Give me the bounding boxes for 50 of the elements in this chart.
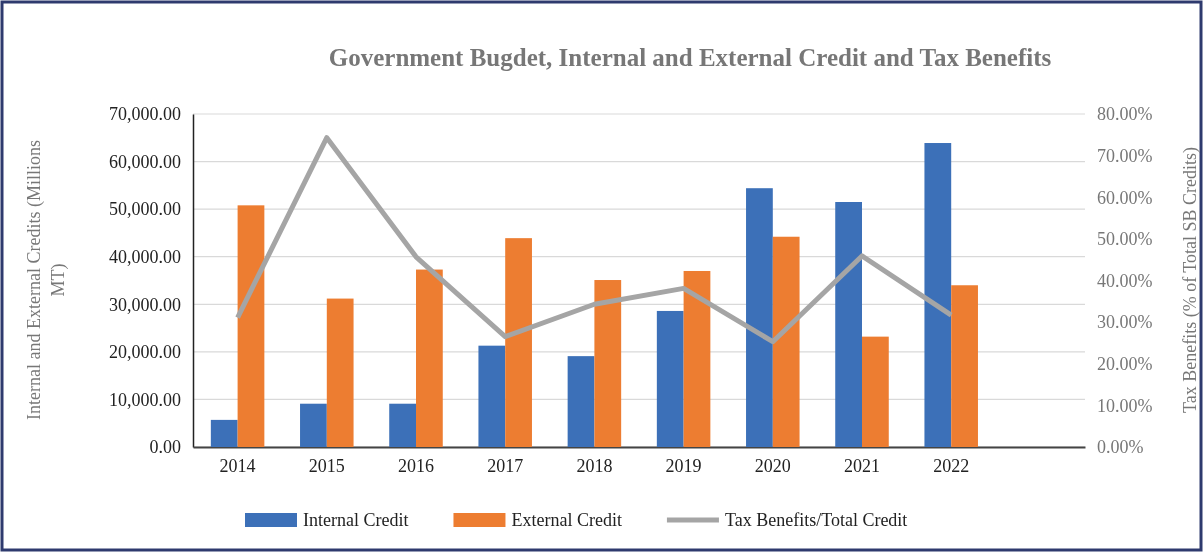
bar (567, 356, 595, 447)
bar (594, 280, 622, 447)
y-tick-label: 10,000.00 (109, 389, 181, 410)
x-tick-label: 2017 (487, 455, 524, 476)
bar (656, 310, 684, 447)
y-tick-label: 20,000.00 (109, 342, 181, 363)
x-tick-label: 2016 (398, 455, 434, 476)
x-tick-label: 2020 (754, 455, 791, 476)
bar (924, 143, 952, 447)
bar (326, 298, 354, 447)
bar (237, 205, 265, 447)
y2-tick-label: 60.00% (1097, 187, 1153, 208)
bar (746, 188, 773, 447)
y2-tick-label: 10.00% (1097, 395, 1153, 416)
bar (683, 270, 711, 447)
legend-label: Tax Benefits/Total Credit (724, 510, 908, 530)
x-tick-label: 2015 (308, 455, 345, 476)
y2-tick-label: 50.00% (1097, 229, 1153, 250)
x-tick-label: 2014 (219, 455, 256, 476)
y-tick-label: 30,000.00 (109, 294, 181, 315)
chart-title: Government Bugdet, Internal and External Credit and Tax Benefits (328, 44, 1052, 71)
bar (835, 202, 862, 447)
bar (210, 419, 238, 447)
x-tick-label: 2021 (844, 455, 880, 476)
y2-tick-label: 20.00% (1097, 354, 1153, 375)
y2-tick-label: 40.00% (1097, 270, 1153, 291)
y-tick-label: 70,000.00 (109, 104, 181, 125)
bar (862, 336, 889, 447)
bar (772, 236, 800, 447)
bar (416, 269, 443, 447)
y-axis-title: Internal and External Credits (Millions MT) (24, 140, 69, 420)
bar (951, 285, 978, 447)
y-tick-label: 50,000.00 (109, 199, 181, 220)
y2-tick-label: 80.00% (1097, 104, 1153, 125)
y2-tick-label: 70.00% (1097, 145, 1153, 166)
y-tick-label: 60,000.00 (109, 151, 181, 172)
y-tick-label: 40,000.00 (109, 246, 181, 267)
x-tick-label: 2019 (665, 455, 702, 476)
y-tick-label: 0.00 (149, 437, 181, 458)
x-tick-label: 2018 (576, 455, 613, 476)
y2-axis-title: Tax Benefits (% of Total SB Credits) (1180, 146, 1201, 414)
legend-label: External Credit (511, 510, 622, 530)
bar (478, 345, 506, 447)
y2-tick-label: 30.00% (1097, 312, 1153, 333)
bar (389, 403, 416, 447)
legend-label: Internal Credit (303, 510, 409, 530)
bar (505, 238, 532, 447)
x-tick-label: 2022 (933, 455, 970, 476)
y2-tick-label: 0.00% (1097, 437, 1144, 458)
bar (300, 403, 327, 447)
